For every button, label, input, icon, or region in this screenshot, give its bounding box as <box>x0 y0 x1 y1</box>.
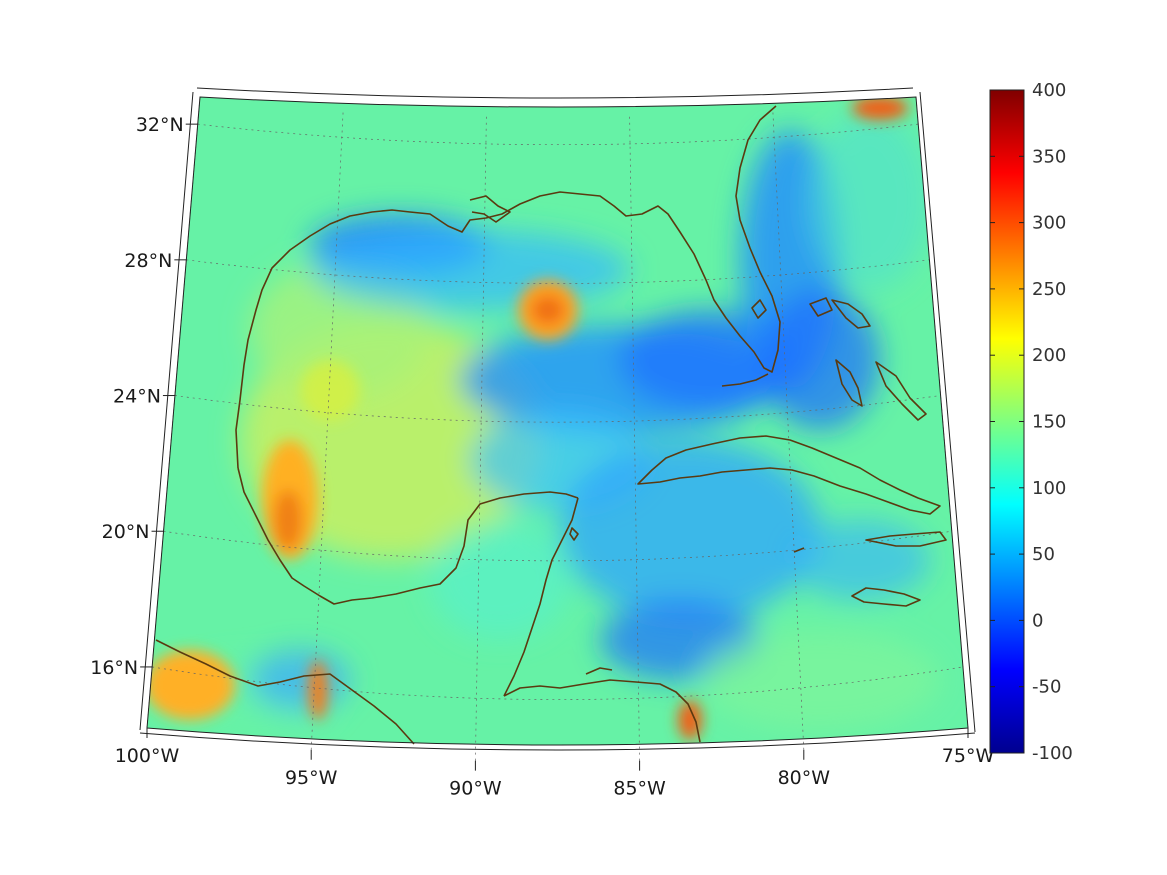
coast-mexico-gulf <box>237 467 579 605</box>
colorbar-tick-label: -50 <box>1032 677 1061 698</box>
lat-tick-label: 24°N <box>113 386 161 408</box>
coast-cuba <box>637 435 941 515</box>
colorbar-tick-label: 300 <box>1032 213 1066 234</box>
lat-tick-label: 16°N <box>90 657 138 679</box>
colorbar-tick-label: 200 <box>1032 345 1066 366</box>
coastlines <box>155 105 947 745</box>
graticule <box>146 96 969 761</box>
coast-bahamas-4 <box>809 297 833 317</box>
lat-tick-label: 20°N <box>102 521 150 543</box>
lon-tick-label: 75°W <box>942 745 995 767</box>
coast-central-america <box>503 679 701 743</box>
coast-florida-keys <box>721 373 769 387</box>
colorbar-tick-label: 250 <box>1032 279 1066 300</box>
coast-delta <box>469 195 511 223</box>
graticule-lat-line <box>174 395 941 423</box>
colorbar-ticks: 400 350 300 250 200 150 100 50 0 -50 -100 <box>990 80 1073 764</box>
coast-us-gulf <box>235 105 781 469</box>
frame-left-outer <box>139 91 194 731</box>
colorbar-gradient <box>989 89 1025 754</box>
coast-cozumel <box>569 527 579 541</box>
coast-bahamas-2 <box>835 359 863 407</box>
colorbar-tick-label: 100 <box>1032 478 1066 499</box>
frame-right-outer <box>919 91 976 733</box>
data-field <box>147 97 968 745</box>
lon-tick-label: 90°W <box>449 778 502 800</box>
coast-hispaniola <box>865 531 947 547</box>
lon-tick-label: 95°W <box>285 767 338 789</box>
frame-bottom-outer <box>139 732 976 751</box>
colorbar-tick-label: 50 <box>1032 544 1055 565</box>
colorbar-tick-label: 350 <box>1032 146 1066 167</box>
colorbar-tick-label: 150 <box>1032 412 1066 433</box>
graticule-lat-line <box>186 259 930 284</box>
latitude-ticks: 32°N 28°N 24°N 20°N 16°N <box>90 114 198 679</box>
map-frame <box>146 96 969 746</box>
coast-cayman <box>793 547 805 553</box>
coast-jamaica <box>851 587 921 607</box>
lon-tick-label: 100°W <box>115 745 180 767</box>
coast-bahamas-3 <box>875 361 927 421</box>
coast-yucatan-east <box>503 497 579 697</box>
lat-tick-label: 32°N <box>136 114 184 136</box>
coast-bahamas <box>831 299 871 329</box>
colorbar-tick-label: 0 <box>1032 610 1043 631</box>
graticule-lat-line <box>163 530 952 562</box>
colorbar: 400 350 300 250 200 150 100 50 0 -50 -100 <box>989 80 1073 764</box>
lon-tick-label: 80°W <box>778 767 831 789</box>
coast-pacific <box>155 639 415 745</box>
colorbar-tick-label: -100 <box>1032 743 1073 764</box>
graticule-lat-line <box>197 123 919 146</box>
colorbar-tick-label: 400 <box>1032 80 1066 101</box>
lat-tick-label: 28°N <box>124 250 172 272</box>
coast-lake-okeechobee <box>751 299 767 319</box>
longitude-ticks: 100°W 95°W 90°W 85°W 80°W 75°W <box>115 728 995 800</box>
lon-tick-label: 85°W <box>613 778 666 800</box>
coast-islands-honduras <box>585 667 613 675</box>
frame-top-outer <box>196 87 914 99</box>
